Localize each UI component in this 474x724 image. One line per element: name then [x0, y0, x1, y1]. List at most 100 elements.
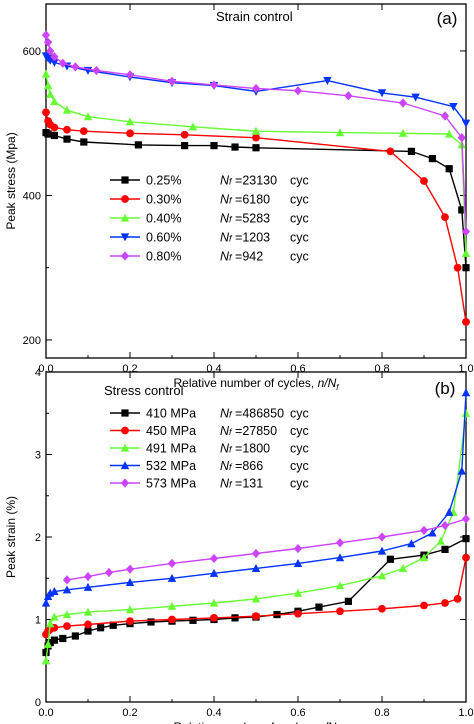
- data-point: [125, 605, 135, 614]
- data-point: [441, 545, 449, 553]
- plot-frame: [45, 371, 467, 703]
- data-point: [97, 624, 105, 632]
- legend-nf-symbol: N: [220, 407, 230, 421]
- legend-nf-value: =23130: [232, 174, 278, 188]
- data-point: [252, 144, 260, 152]
- legend-name: 573 MPa: [146, 477, 196, 491]
- data-point: [62, 105, 72, 114]
- x-axis-label-subscript: f: [336, 383, 339, 392]
- data-point: [63, 125, 71, 134]
- data-point: [419, 525, 429, 535]
- legend-marker: [121, 195, 129, 203]
- data-point: [315, 603, 323, 611]
- series-5: [62, 514, 471, 585]
- data-point: [398, 563, 408, 572]
- data-point: [209, 598, 219, 607]
- data-point: [83, 582, 93, 591]
- legend-nf-subscript: f: [229, 196, 233, 206]
- legend-nf: Nf =5283: [220, 212, 270, 226]
- legend-nf: Nf =1203: [220, 231, 270, 245]
- legend-nf-subscript: f: [229, 427, 233, 437]
- legend-name: 0.40%: [146, 212, 181, 226]
- x-tick-label: 0.6: [290, 707, 305, 719]
- legend-entry: 0.30% Nf =6180 cyc: [110, 193, 309, 207]
- data-point: [189, 616, 197, 624]
- legend-unit: cyc: [290, 212, 309, 226]
- legend-nf: Nf =131: [220, 477, 263, 491]
- y-tick-label: 1: [35, 615, 41, 627]
- data-point: [420, 601, 428, 610]
- legend-nf-subscript: f: [229, 253, 233, 263]
- data-point: [461, 248, 471, 257]
- x-axis-label-italic: n/N: [318, 376, 337, 390]
- y-axis-label: Peak stress (Mpa): [4, 132, 18, 229]
- legend-name: 0.80%: [146, 250, 181, 264]
- data-point: [42, 648, 50, 657]
- data-point: [252, 612, 260, 621]
- data-point: [461, 514, 471, 524]
- data-point: [80, 138, 88, 146]
- data-point: [50, 587, 59, 596]
- data-point: [457, 133, 466, 143]
- data-point: [462, 317, 470, 326]
- legend-marker: [120, 213, 130, 222]
- series-2: [42, 108, 470, 326]
- data-point: [50, 58, 59, 67]
- data-point: [84, 620, 92, 629]
- legend-nf-symbol: N: [220, 193, 230, 207]
- y-tick-label: 0: [35, 697, 41, 709]
- data-point: [428, 155, 436, 163]
- legend-nf: Nf =866: [220, 459, 263, 473]
- data-point: [209, 80, 219, 90]
- legend-marker: [120, 251, 130, 261]
- chart-title: Strain control: [216, 9, 293, 24]
- panel-label: (a): [437, 9, 458, 28]
- data-point: [445, 507, 454, 516]
- series-2: [42, 553, 470, 639]
- data-point: [407, 539, 416, 548]
- data-point: [386, 147, 395, 156]
- legend-unit: cyc: [290, 477, 309, 491]
- y-tick-label: 600: [23, 46, 41, 58]
- data-point: [440, 520, 450, 531]
- data-point: [251, 563, 261, 572]
- legend-unit: cyc: [290, 174, 309, 188]
- data-point: [125, 117, 135, 126]
- legend-name: 0.25%: [146, 174, 181, 188]
- data-point: [335, 538, 345, 548]
- data-point: [251, 83, 261, 94]
- legend-nf-value: =1203: [232, 231, 271, 245]
- data-point: [42, 108, 50, 117]
- legend-nf: Nf =486850: [220, 407, 284, 421]
- data-point: [147, 618, 155, 626]
- data-point: [46, 619, 55, 628]
- data-point: [386, 555, 394, 563]
- data-point: [168, 615, 176, 624]
- legend-entry: 0.40% Nf =5283 cyc: [110, 212, 309, 226]
- legend-nf-symbol: N: [220, 250, 230, 264]
- data-point: [62, 610, 72, 619]
- data-point: [420, 177, 428, 185]
- legend-name: 491 MPa: [146, 442, 196, 456]
- data-point: [398, 128, 408, 137]
- x-axis-label-italic: n/N: [318, 720, 337, 724]
- data-point: [210, 613, 218, 622]
- legend-nf-subscript: f: [229, 177, 233, 187]
- legend-nf-subscript: f: [229, 480, 233, 490]
- data-point: [84, 627, 92, 635]
- legend-unit: cyc: [290, 231, 309, 245]
- data-point: [50, 612, 59, 621]
- data-point: [457, 466, 466, 475]
- legend-nf-value: =5283: [232, 212, 271, 226]
- data-point: [41, 69, 51, 78]
- legend-nf: Nf =942: [220, 250, 263, 264]
- data-point: [71, 632, 79, 640]
- legend-entry: 0.80% Nf =942 cyc: [110, 250, 309, 264]
- x-axis-label: Relative number of cycles, n/Nf: [174, 720, 340, 724]
- data-point: [378, 604, 386, 613]
- y-axis-label: Peak strain (%): [4, 496, 18, 578]
- x-axis-label-text: Relative number of cycles,: [174, 376, 318, 390]
- data-point: [167, 558, 177, 568]
- legend-nf-value: =486850: [232, 407, 285, 421]
